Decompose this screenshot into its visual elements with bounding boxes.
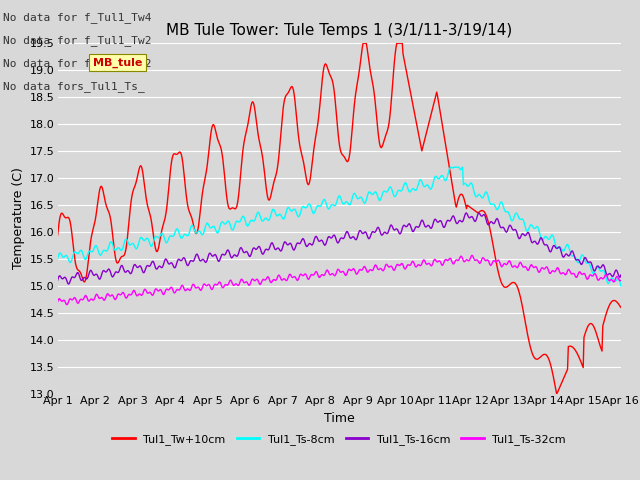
Title: MB Tule Tower: Tule Temps 1 (3/1/11-3/19/14): MB Tule Tower: Tule Temps 1 (3/1/11-3/19… (166, 23, 513, 38)
Text: No data for f_Tul1_Tw4: No data for f_Tul1_Tw4 (3, 12, 152, 23)
Text: No data for f_Tul1_Tw2: No data for f_Tul1_Tw2 (3, 35, 152, 46)
Legend: Tul1_Tw+10cm, Tul1_Ts-8cm, Tul1_Ts-16cm, Tul1_Ts-32cm: Tul1_Tw+10cm, Tul1_Ts-8cm, Tul1_Ts-16cm,… (108, 430, 570, 449)
Text: MB_tule: MB_tule (93, 58, 142, 68)
Text: No data for f_Tul1_Ts2: No data for f_Tul1_Ts2 (3, 58, 152, 69)
Text: No data fors_Tul1_Ts_: No data fors_Tul1_Ts_ (3, 81, 145, 92)
Y-axis label: Temperature (C): Temperature (C) (12, 168, 24, 269)
X-axis label: Time: Time (324, 412, 355, 425)
